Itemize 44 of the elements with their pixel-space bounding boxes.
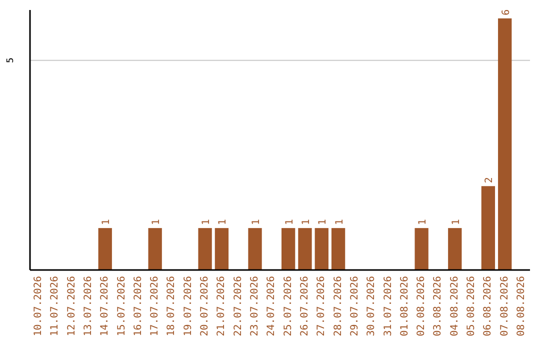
x-tick-label: 07.08.2026 <box>499 276 510 336</box>
x-tick-label: 16.07.2026 <box>132 276 144 336</box>
data-label: 1 <box>450 219 462 226</box>
data-label: 1 <box>334 219 346 226</box>
x-tick-label: 15.07.2026 <box>116 276 128 336</box>
x-tick-label: 18.07.2026 <box>166 276 178 336</box>
x-tick-label: 23.07.2026 <box>250 276 261 336</box>
x-tick-label: 25.07.2026 <box>282 276 294 336</box>
x-tick-label: 19.07.2026 <box>182 276 194 336</box>
x-tick-label: 14.07.2026 <box>100 276 111 336</box>
x-tick-label: 10.07.2026 <box>32 276 44 336</box>
x-tick-label: 31.07.2026 <box>382 276 394 336</box>
x-tick-label: 01.08.2026 <box>399 276 410 336</box>
data-label: 1 <box>318 219 329 226</box>
data-label: 1 <box>151 219 162 226</box>
data-label: 6 <box>500 9 512 16</box>
x-tick-label: 13.07.2026 <box>82 276 94 336</box>
x-tick-label: 06.08.2026 <box>482 276 494 336</box>
x-tick-label: 11.07.2026 <box>50 276 61 336</box>
data-label: 1 <box>418 219 429 226</box>
x-tick-label: 21.07.2026 <box>216 276 228 336</box>
data-label: 1 <box>251 219 262 226</box>
x-tick-label: 27.07.2026 <box>316 276 328 336</box>
x-tick-label: 26.07.2026 <box>299 276 310 336</box>
x-tick-label: 17.07.2026 <box>150 276 161 336</box>
x-tick-label: 03.08.2026 <box>432 276 444 336</box>
x-tick-label: 08.08.2026 <box>516 276 528 336</box>
x-tick-label: 24.07.2026 <box>266 276 278 336</box>
data-label: 2 <box>484 177 496 184</box>
data-label: 1 <box>284 219 296 226</box>
x-tick-label: 20.07.2026 <box>200 276 211 336</box>
y-tick-label: 5 <box>6 58 16 64</box>
x-tick-label: 28.07.2026 <box>332 276 344 336</box>
data-label: 1 <box>300 219 312 226</box>
x-tick-label: 29.07.2026 <box>349 276 360 336</box>
x-tick-label: 12.07.2026 <box>66 276 78 336</box>
x-tick-label: 30.07.2026 <box>366 276 378 336</box>
x-tick-label: 05.08.2026 <box>466 276 478 336</box>
data-label: 1 <box>218 219 229 226</box>
x-tick-label: 02.08.2026 <box>416 276 428 336</box>
data-label: 1 <box>201 219 212 226</box>
data-label: 1 <box>101 219 112 226</box>
x-tick-label: 22.07.2026 <box>232 276 244 336</box>
x-tick-label: 04.08.2026 <box>449 276 460 336</box>
